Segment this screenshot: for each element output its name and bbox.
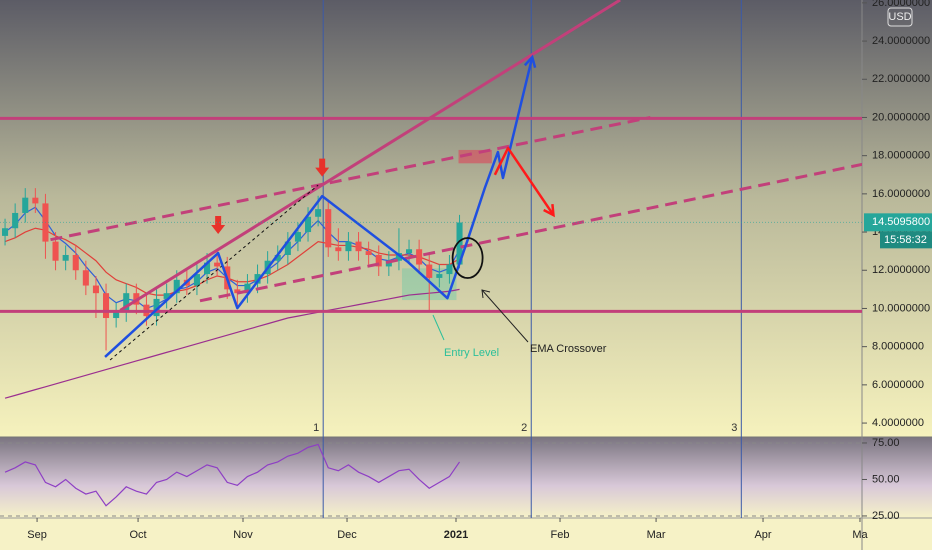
arrow-head [523, 54, 537, 69]
candle-body [32, 197, 39, 204]
y-tick-label: 4.0000000 [872, 417, 924, 429]
zone [458, 149, 492, 164]
candle-body [365, 251, 372, 255]
countdown-tag [880, 231, 932, 249]
y-tick-label: 20.0000000 [872, 111, 930, 123]
candle-body [284, 241, 291, 255]
down-arrow-marker [315, 158, 330, 177]
drawing-line [493, 146, 555, 216]
candle-body [153, 298, 160, 317]
last-price-label: 14.5095800 [872, 216, 930, 228]
rsi-tick-label: 25.00 [872, 510, 900, 522]
x-tick-label: Feb [551, 529, 570, 541]
candle-body [335, 247, 342, 252]
rsi-pane [0, 437, 932, 518]
vertical-line-label: 2 [521, 422, 527, 434]
y-tick-label: 24.0000000 [872, 35, 930, 47]
main-pane [0, 0, 932, 437]
y-tick-label: 18.0000000 [872, 150, 930, 162]
candle-body [244, 283, 251, 294]
candle-body [193, 274, 200, 286]
candle-body [446, 264, 453, 275]
x-tick-label: Nov [233, 529, 253, 541]
down-arrow-marker [211, 215, 226, 234]
candle-body [294, 232, 301, 242]
y-tick-label: 22.0000000 [872, 73, 930, 85]
vertical-line-label: 1 [313, 422, 319, 434]
countdown: 15:58:32 [884, 234, 927, 246]
main-plot: Entry Level EMA Crossover [0, 0, 862, 437]
candle-body [204, 262, 211, 275]
candle-body [103, 293, 110, 319]
candle-body [123, 293, 130, 313]
candle-body [355, 241, 362, 252]
annotation-arrow [481, 289, 529, 343]
x-tick-label: Ma [852, 529, 868, 541]
rsi-tick-label: 50.00 [872, 473, 900, 485]
drawing-line [50, 115, 651, 242]
candle-body [436, 274, 443, 278]
candle-body [305, 216, 312, 233]
y-tick-label: 16.0000000 [872, 188, 930, 200]
last-price-tag [864, 213, 932, 232]
y-tick-label: 6.0000000 [872, 379, 924, 391]
annotation-arrow-head [481, 289, 491, 299]
candle-body [22, 197, 29, 213]
candle-body [72, 254, 79, 271]
annotation: EMA Crossover [530, 343, 607, 355]
candle-body [163, 293, 170, 299]
y-tick-label: 10.0000000 [872, 302, 930, 314]
candle-body [274, 254, 281, 261]
candle-body [315, 209, 322, 217]
x-tick-label: 2021 [444, 529, 468, 541]
candle-body [82, 270, 89, 286]
candle-body [173, 279, 180, 294]
candle-body [254, 274, 261, 284]
candle-body [234, 289, 241, 294]
candle-body [62, 254, 69, 261]
rsi-tick-label: 75.00 [872, 437, 900, 449]
ema-line [4, 227, 460, 296]
currency-box[interactable] [887, 7, 913, 27]
axes: 4.0000000 6.0000000 8.0000000 10.0000000 12.… [27, 0, 932, 541]
arrow-head [543, 203, 555, 218]
candle-body [113, 312, 120, 319]
candle-body [416, 249, 423, 265]
candle-body [52, 241, 59, 261]
candle-body [406, 249, 413, 254]
drawing-line [104, 56, 534, 358]
candle-body [214, 262, 221, 267]
x-tick-label: Dec [337, 529, 357, 541]
annotation: Entry Level [444, 347, 499, 359]
x-tick-label: Sep [27, 529, 47, 541]
drawing-line [119, 0, 621, 312]
candle-body [426, 264, 433, 278]
candle-body [385, 260, 392, 267]
candle-body [395, 253, 402, 261]
vertical-line-label: 3 [731, 422, 737, 434]
rsi-line [4, 443, 461, 507]
x-tick-label: Oct [129, 529, 146, 541]
x-tick-label: Apr [754, 529, 771, 541]
rsi-plot [0, 437, 862, 518]
ema-line [4, 288, 460, 399]
y-tick-label: 8.0000000 [872, 341, 924, 353]
candle-body [456, 222, 463, 265]
y-tick-label: 26.0000000 [872, 0, 930, 9]
candle-body [12, 212, 19, 229]
currency: USD [888, 11, 911, 23]
time-axis [0, 518, 932, 550]
drawing-line [199, 162, 862, 303]
candle-body [325, 209, 332, 248]
y-tick-label: 12.0000000 [872, 264, 930, 276]
candle-body [92, 285, 99, 294]
candle-body [345, 241, 352, 252]
ema-line [4, 206, 461, 310]
crossover-circle [451, 237, 484, 279]
candle-body [375, 254, 382, 267]
x-tick-label: Mar [647, 529, 666, 541]
candle-body [2, 228, 9, 236]
annotation-arrow [432, 314, 445, 341]
